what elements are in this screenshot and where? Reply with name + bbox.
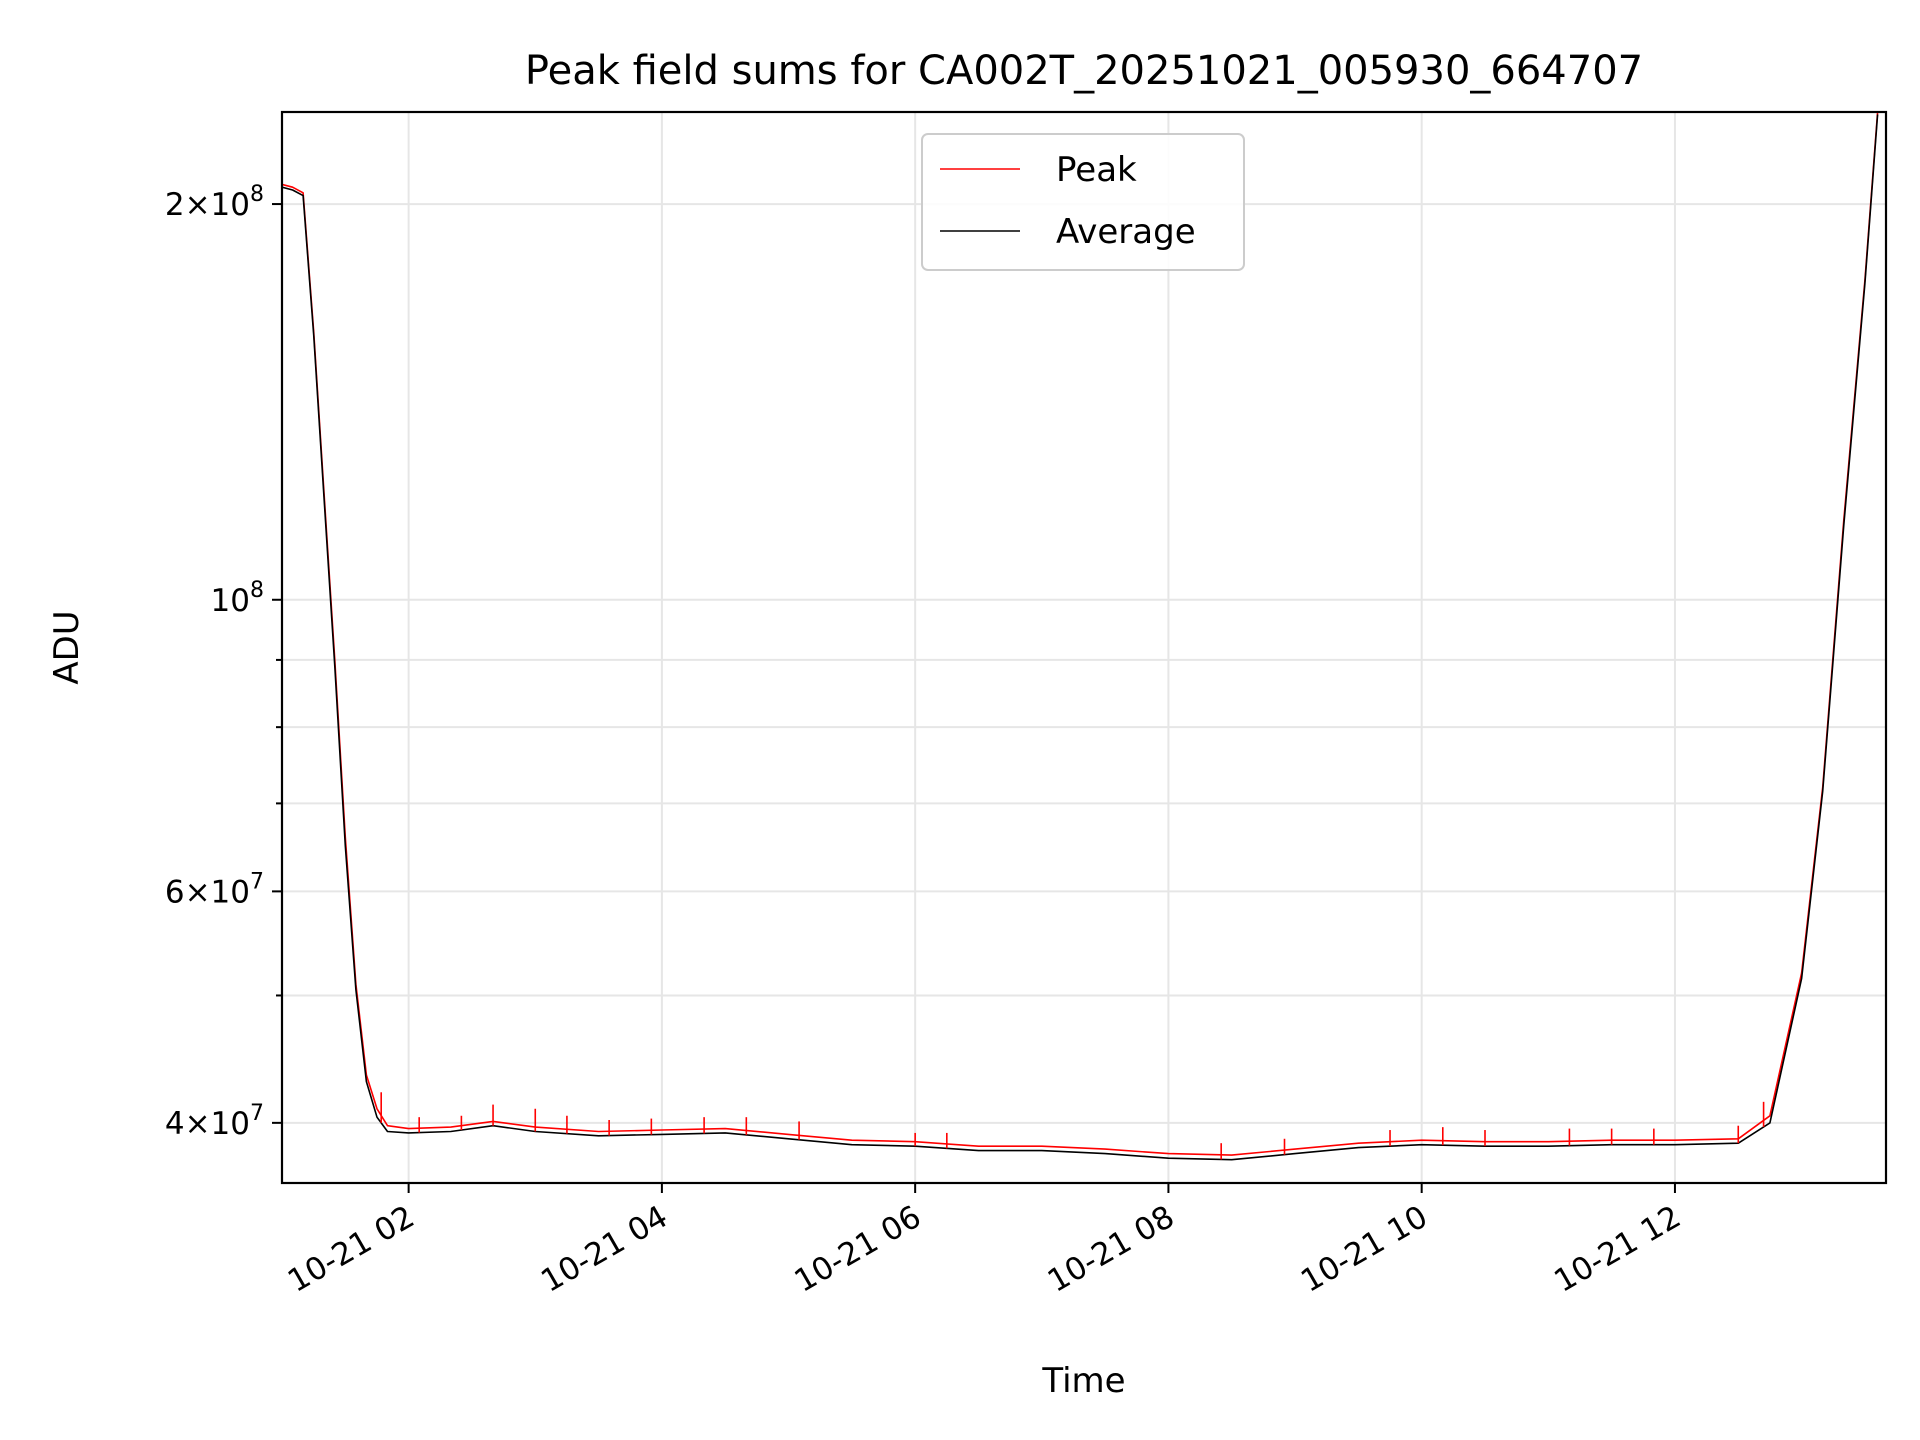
y-tick-label: 6×107 — [165, 869, 264, 910]
legend-label-peak: Peak — [1056, 150, 1137, 190]
y-tick-label: 4×107 — [165, 1101, 264, 1142]
y-tick-label: 108 — [211, 578, 264, 619]
legend-box — [921, 133, 1245, 271]
plot-area — [282, 112, 1879, 1161]
x-axis-label: Time — [1041, 1361, 1125, 1401]
legend: Peak Average — [921, 133, 1245, 271]
average-series-line — [282, 114, 1879, 1161]
y-axis-label: ADU — [47, 610, 87, 684]
chart-title: Peak field sums for CA002T_20251021_0059… — [525, 48, 1643, 94]
y-tick-label: 2×108 — [165, 182, 264, 223]
legend-label-average: Average — [1056, 212, 1196, 252]
plot-frame — [280, 110, 1888, 1185]
